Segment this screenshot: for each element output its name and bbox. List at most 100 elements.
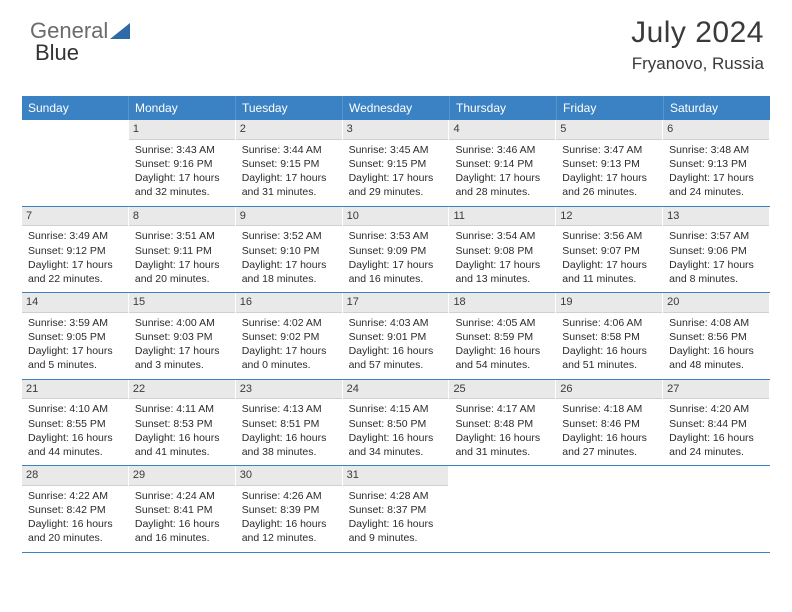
calendar-cell: 10Sunrise: 3:53 AMSunset: 9:09 PMDayligh… (343, 207, 450, 293)
sunset-text: Sunset: 9:16 PM (135, 157, 229, 171)
sunset-text: Sunset: 8:55 PM (28, 417, 122, 431)
sunset-text: Sunset: 9:03 PM (135, 330, 229, 344)
sunset-text: Sunset: 8:39 PM (242, 503, 336, 517)
sunset-text: Sunset: 8:41 PM (135, 503, 229, 517)
day-number: 3 (343, 120, 449, 140)
calendar-cell: 31Sunrise: 4:28 AMSunset: 8:37 PMDayligh… (343, 466, 450, 552)
sunrise-text: Sunrise: 4:15 AM (349, 402, 443, 416)
sunrise-text: Sunrise: 3:43 AM (135, 143, 229, 157)
calendar-cell: 24Sunrise: 4:15 AMSunset: 8:50 PMDayligh… (343, 380, 450, 466)
calendar-cell: 29Sunrise: 4:24 AMSunset: 8:41 PMDayligh… (129, 466, 236, 552)
calendar-cell: 6Sunrise: 3:48 AMSunset: 9:13 PMDaylight… (663, 120, 770, 206)
sunset-text: Sunset: 8:58 PM (562, 330, 656, 344)
sunset-text: Sunset: 9:07 PM (562, 244, 656, 258)
sunrise-text: Sunrise: 3:48 AM (669, 143, 763, 157)
page-title: July 2024 (631, 16, 764, 50)
day-number: 31 (343, 466, 449, 486)
sunrise-text: Sunrise: 4:03 AM (349, 316, 443, 330)
calendar-cell: 22Sunrise: 4:11 AMSunset: 8:53 PMDayligh… (129, 380, 236, 466)
sunset-text: Sunset: 8:42 PM (28, 503, 122, 517)
sunrise-text: Sunrise: 4:18 AM (562, 402, 656, 416)
daylight-text: Daylight: 16 hours and 27 minutes. (562, 431, 656, 459)
calendar-cell: 16Sunrise: 4:02 AMSunset: 9:02 PMDayligh… (236, 293, 343, 379)
daylight-text: Daylight: 17 hours and 29 minutes. (349, 171, 443, 199)
daylight-text: Daylight: 16 hours and 54 minutes. (455, 344, 549, 372)
sunrise-text: Sunrise: 3:52 AM (242, 229, 336, 243)
calendar-cell: 20Sunrise: 4:08 AMSunset: 8:56 PMDayligh… (663, 293, 770, 379)
sunset-text: Sunset: 9:11 PM (135, 244, 229, 258)
sunrise-text: Sunrise: 3:45 AM (349, 143, 443, 157)
location-label: Fryanovo, Russia (631, 54, 764, 74)
day-number: 29 (129, 466, 235, 486)
daylight-text: Daylight: 17 hours and 26 minutes. (562, 171, 656, 199)
calendar: Sunday Monday Tuesday Wednesday Thursday… (22, 96, 770, 553)
sunrise-text: Sunrise: 4:13 AM (242, 402, 336, 416)
day-number: 15 (129, 293, 235, 313)
daylight-text: Daylight: 16 hours and 24 minutes. (669, 431, 763, 459)
sunset-text: Sunset: 8:53 PM (135, 417, 229, 431)
sunrise-text: Sunrise: 4:00 AM (135, 316, 229, 330)
calendar-cell: 27Sunrise: 4:20 AMSunset: 8:44 PMDayligh… (663, 380, 770, 466)
day-number: 22 (129, 380, 235, 400)
sunrise-text: Sunrise: 4:28 AM (349, 489, 443, 503)
calendar-cell: 8Sunrise: 3:51 AMSunset: 9:11 PMDaylight… (129, 207, 236, 293)
sunrise-text: Sunrise: 4:22 AM (28, 489, 122, 503)
calendar-cell: 11Sunrise: 3:54 AMSunset: 9:08 PMDayligh… (449, 207, 556, 293)
calendar-cell: 26Sunrise: 4:18 AMSunset: 8:46 PMDayligh… (556, 380, 663, 466)
calendar-cell: 19Sunrise: 4:06 AMSunset: 8:58 PMDayligh… (556, 293, 663, 379)
sunrise-text: Sunrise: 3:53 AM (349, 229, 443, 243)
calendar-week: 14Sunrise: 3:59 AMSunset: 9:05 PMDayligh… (22, 293, 770, 380)
daylight-text: Daylight: 17 hours and 18 minutes. (242, 258, 336, 286)
calendar-cell (22, 120, 129, 206)
day-number: 21 (22, 380, 128, 400)
day-number: 14 (22, 293, 128, 313)
calendar-cell: 9Sunrise: 3:52 AMSunset: 9:10 PMDaylight… (236, 207, 343, 293)
logo-line2: Blue (35, 40, 79, 66)
calendar-cell: 7Sunrise: 3:49 AMSunset: 9:12 PMDaylight… (22, 207, 129, 293)
sunset-text: Sunset: 9:06 PM (669, 244, 763, 258)
daylight-text: Daylight: 17 hours and 8 minutes. (669, 258, 763, 286)
calendar-week: 21Sunrise: 4:10 AMSunset: 8:55 PMDayligh… (22, 380, 770, 467)
daylight-text: Daylight: 16 hours and 57 minutes. (349, 344, 443, 372)
sunset-text: Sunset: 9:15 PM (242, 157, 336, 171)
logo-triangle-icon (110, 23, 130, 39)
calendar-cell: 21Sunrise: 4:10 AMSunset: 8:55 PMDayligh… (22, 380, 129, 466)
sunset-text: Sunset: 9:08 PM (455, 244, 549, 258)
daylight-text: Daylight: 16 hours and 44 minutes. (28, 431, 122, 459)
sunset-text: Sunset: 9:13 PM (669, 157, 763, 171)
day-number: 7 (22, 207, 128, 227)
sunset-text: Sunset: 8:37 PM (349, 503, 443, 517)
sunset-text: Sunset: 9:02 PM (242, 330, 336, 344)
day-number: 9 (236, 207, 342, 227)
day-number: 28 (22, 466, 128, 486)
day-number: 25 (449, 380, 555, 400)
daylight-text: Daylight: 16 hours and 16 minutes. (135, 517, 229, 545)
day-header: Friday (557, 96, 664, 120)
day-number: 10 (343, 207, 449, 227)
day-header: Wednesday (343, 96, 450, 120)
daylight-text: Daylight: 17 hours and 22 minutes. (28, 258, 122, 286)
sunset-text: Sunset: 9:13 PM (562, 157, 656, 171)
header: July 2024 Fryanovo, Russia (631, 16, 764, 74)
sunset-text: Sunset: 8:59 PM (455, 330, 549, 344)
calendar-cell: 23Sunrise: 4:13 AMSunset: 8:51 PMDayligh… (236, 380, 343, 466)
day-header: Tuesday (236, 96, 343, 120)
day-number: 8 (129, 207, 235, 227)
day-number: 18 (449, 293, 555, 313)
day-number: 4 (449, 120, 555, 140)
calendar-cell: 13Sunrise: 3:57 AMSunset: 9:06 PMDayligh… (663, 207, 770, 293)
daylight-text: Daylight: 17 hours and 5 minutes. (28, 344, 122, 372)
day-number: 27 (663, 380, 769, 400)
day-number: 30 (236, 466, 342, 486)
sunset-text: Sunset: 9:01 PM (349, 330, 443, 344)
sunrise-text: Sunrise: 4:11 AM (135, 402, 229, 416)
daylight-text: Daylight: 17 hours and 3 minutes. (135, 344, 229, 372)
day-header-row: Sunday Monday Tuesday Wednesday Thursday… (22, 96, 770, 120)
sunrise-text: Sunrise: 4:02 AM (242, 316, 336, 330)
day-number: 23 (236, 380, 342, 400)
calendar-cell (449, 466, 556, 552)
calendar-cell: 1Sunrise: 3:43 AMSunset: 9:16 PMDaylight… (129, 120, 236, 206)
day-header: Saturday (664, 96, 770, 120)
day-number: 5 (556, 120, 662, 140)
sunrise-text: Sunrise: 4:17 AM (455, 402, 549, 416)
